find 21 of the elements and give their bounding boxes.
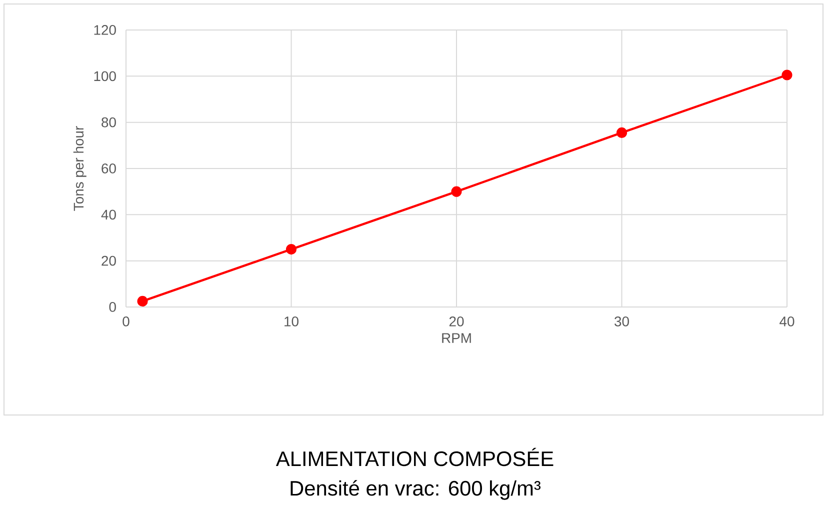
x-tick-label: 20 bbox=[449, 316, 464, 326]
point bbox=[286, 244, 297, 255]
x-axis-title: RPM bbox=[442, 333, 471, 343]
x-tick-label: 0 bbox=[122, 316, 130, 326]
point bbox=[782, 70, 792, 80]
point bbox=[616, 127, 628, 138]
y-tick-label: 80 bbox=[102, 117, 116, 128]
y-tick-label: 100 bbox=[94, 71, 116, 82]
y-tick-label: 0 bbox=[109, 302, 116, 312]
y-tick-label: 60 bbox=[102, 164, 116, 174]
x-tick-label: 40 bbox=[780, 316, 794, 326]
text: Densité en vrac: 600 kg/m³ bbox=[290, 480, 541, 500]
y-tick-label: 120 bbox=[94, 25, 116, 35]
text: ALIMENTATION COMPOSÉE bbox=[276, 448, 554, 466]
y-axis-title: Tons per hour bbox=[73, 126, 86, 211]
y-tick-label: 40 bbox=[101, 210, 116, 220]
x-tick-label: 30 bbox=[614, 316, 629, 326]
point bbox=[137, 296, 148, 307]
point bbox=[451, 186, 462, 197]
x-tick-label: 10 bbox=[284, 316, 298, 326]
y-tick-label: 20 bbox=[102, 256, 116, 266]
